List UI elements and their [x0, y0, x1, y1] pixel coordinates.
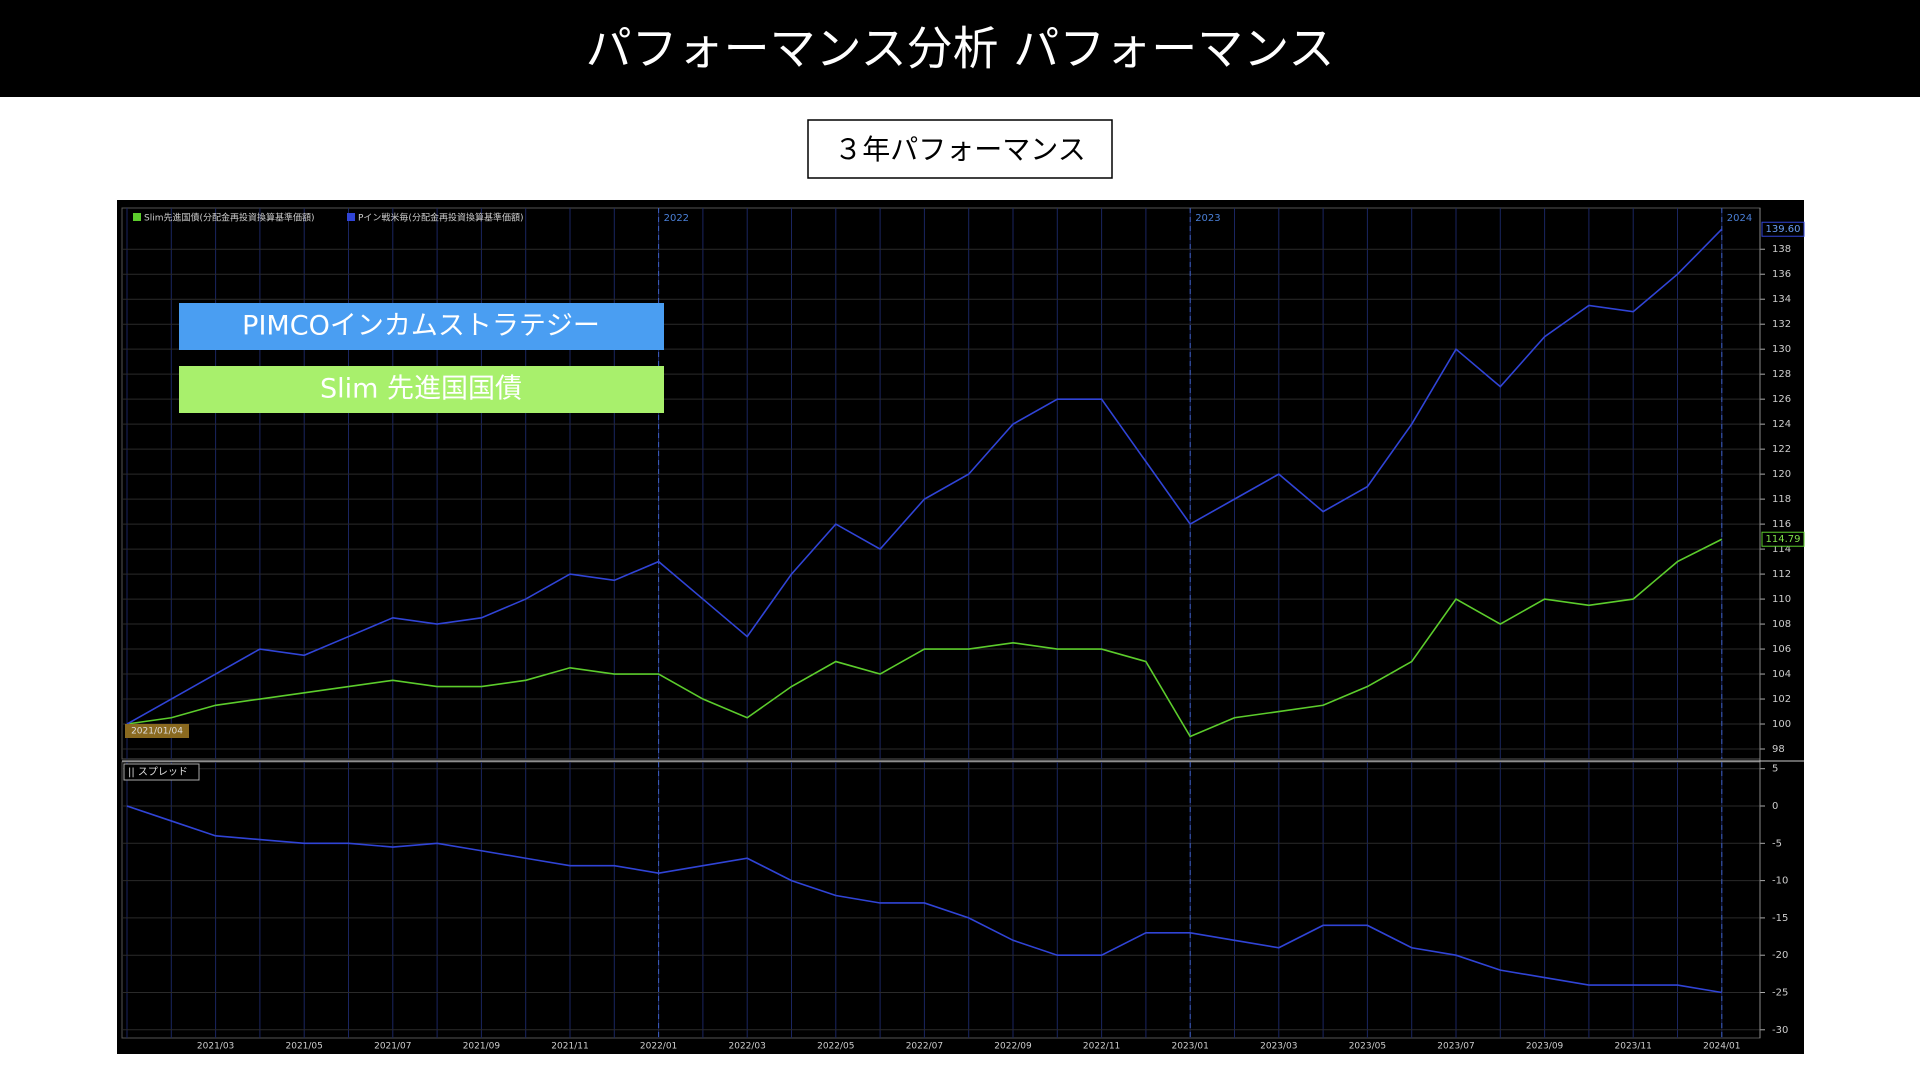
subtitle-box — [807, 119, 1113, 179]
y-tick-label: 130 — [1772, 344, 1791, 355]
y-tick-label: 0 — [1772, 801, 1778, 812]
y-tick-label: -20 — [1772, 950, 1788, 961]
y-tick-label: 118 — [1772, 494, 1791, 505]
y-tick-label: 132 — [1772, 319, 1791, 330]
y-tick-label: 116 — [1772, 519, 1791, 530]
x-tick-label: 2021/03 — [197, 1042, 234, 1052]
x-tick-label: 2021/11 — [551, 1042, 588, 1052]
overlay-box — [179, 303, 664, 350]
x-tick-label: 2021/05 — [286, 1042, 323, 1052]
y-tick-label: 136 — [1772, 269, 1791, 280]
end-label: 114.79 — [1766, 534, 1801, 545]
y-tick-label: 5 — [1772, 764, 1778, 775]
x-tick-label: 2023/03 — [1260, 1042, 1297, 1052]
overlay-box — [179, 366, 664, 413]
x-tick-label: 2022/03 — [729, 1042, 766, 1052]
y-tick-label: -15 — [1772, 913, 1788, 924]
panel-label: || スプレッド — [128, 766, 188, 778]
y-tick-label: 108 — [1772, 619, 1791, 630]
x-tick-label: 2023/09 — [1526, 1042, 1564, 1052]
y-tick-label: 122 — [1772, 444, 1791, 455]
y-tick-label: 98 — [1772, 744, 1785, 755]
subtitle: ３年パフォーマンス — [834, 133, 1085, 166]
x-tick-label: 2023/01 — [1172, 1042, 1209, 1052]
series-line — [126, 538, 1723, 738]
x-tick-label: 2022/05 — [817, 1042, 854, 1052]
y-tick-label: 104 — [1772, 669, 1791, 680]
year-label: 2023 — [1195, 213, 1220, 224]
overlay-label: PIMCOインカムストラテジー — [242, 311, 600, 342]
y-tick-label: 102 — [1772, 694, 1791, 705]
start-label-box — [125, 724, 189, 738]
start-label: 2021/01/04 — [131, 727, 183, 737]
y-tick-label: 110 — [1772, 594, 1791, 605]
y-tick-label: -10 — [1772, 876, 1788, 887]
y-tick-label: 134 — [1772, 294, 1791, 305]
y-tick-label: 126 — [1772, 394, 1791, 405]
y-tick-label: -25 — [1772, 987, 1788, 998]
end-label-box — [1761, 531, 1805, 547]
y-tick-label: 100 — [1772, 719, 1791, 730]
series-line — [126, 228, 1723, 725]
legend-label: Slim先進国債(分配金再投資換算基準価額) — [144, 212, 315, 224]
y-tick-label: -5 — [1772, 838, 1782, 849]
end-label: 139.60 — [1766, 224, 1801, 235]
x-tick-label: 2023/07 — [1437, 1042, 1474, 1052]
y-tick-label: 120 — [1772, 469, 1791, 480]
overlay-label: Slim 先進国国債 — [320, 374, 522, 405]
x-tick-label: 2021/09 — [463, 1042, 501, 1052]
x-tick-label: 2022/11 — [1083, 1042, 1120, 1052]
x-tick-label: 2022/09 — [994, 1042, 1032, 1052]
y-tick-label: 124 — [1772, 419, 1791, 430]
panel-label-box — [123, 763, 200, 781]
y-tick-label: -30 — [1772, 1025, 1788, 1036]
y-tick-label: 114 — [1772, 544, 1791, 555]
end-label-box — [1761, 221, 1805, 237]
year-label: 2024 — [1727, 213, 1752, 224]
series-line — [126, 805, 1722, 994]
legend-swatch — [133, 213, 141, 221]
x-tick-label: 2024/01 — [1703, 1042, 1740, 1052]
y-tick-label: 138 — [1772, 244, 1791, 255]
y-tick-label: 106 — [1772, 644, 1791, 655]
legend-swatch — [347, 213, 355, 221]
y-tick-label: 112 — [1772, 569, 1791, 580]
x-tick-label: 2022/01 — [640, 1042, 677, 1052]
y-tick-label: 128 — [1772, 369, 1791, 380]
x-tick-label: 2021/07 — [374, 1042, 411, 1052]
x-tick-label: 2023/11 — [1615, 1042, 1652, 1052]
legend-label: Pイン戦米毎(分配金再投資換算基準価額) — [358, 212, 523, 224]
x-tick-label: 2022/07 — [906, 1042, 943, 1052]
x-tick-label: 2023/05 — [1349, 1042, 1386, 1052]
header-bar — [0, 0, 1920, 97]
year-label: 2022 — [664, 213, 689, 224]
header-title: パフォーマンス分析 パフォーマンス — [586, 22, 1335, 76]
